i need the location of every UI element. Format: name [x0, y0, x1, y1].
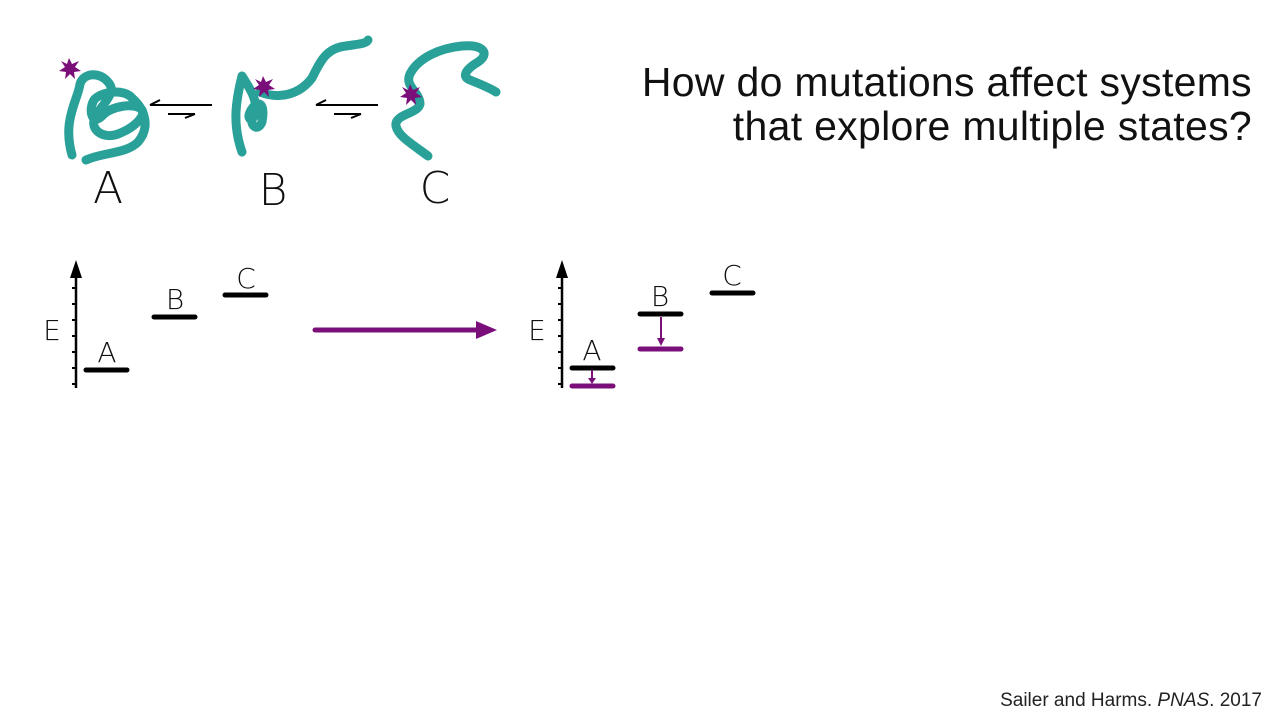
citation-journal: PNAS: [1157, 690, 1210, 711]
mutation-star-b: [253, 76, 275, 97]
energy-axis-label-left: E: [43, 314, 61, 347]
conformation-label-c: C: [420, 163, 451, 214]
energy-diagram-left: E A B C: [43, 260, 269, 388]
mutation-star-a: [59, 58, 81, 79]
citation: Sailer and Harms. PNAS. 2017: [1000, 690, 1262, 712]
protein-c-chain: [391, 41, 501, 161]
conformation-c: [391, 41, 501, 161]
conformation-b: [231, 35, 373, 157]
energy-axis-label-right: E: [528, 314, 546, 347]
energy-level-label-c-left: C: [236, 262, 256, 295]
conformation-a: [59, 58, 150, 165]
protein-b-chain: [231, 35, 373, 157]
mutation-star-c: [400, 84, 422, 105]
shift-arrowhead-a: [588, 378, 596, 384]
energy-axis-arrowhead-left: [70, 260, 82, 278]
energy-level-label-b-left: B: [166, 283, 184, 316]
protein-a-chain: [64, 70, 150, 165]
energy-axis-ticks-left: [72, 287, 76, 385]
mutation-transition-arrow: [312, 321, 497, 339]
conformation-label-a: A: [93, 163, 123, 214]
citation-authors: Sailer and Harms.: [1000, 690, 1153, 711]
equilibrium-arrows-1: [149, 99, 212, 119]
citation-year: . 2017: [1209, 690, 1262, 711]
energy-diagram-right: E A B C: [528, 259, 756, 389]
energy-level-label-c-right: C: [722, 259, 742, 292]
energy-level-label-a-right: A: [582, 334, 601, 367]
title-line-1: How do mutations affect systems: [641, 59, 1252, 105]
energy-level-label-a-left: A: [97, 336, 116, 369]
slide-title: How do mutations affect systems that exp…: [552, 60, 1252, 148]
title-line-2: that explore multiple states?: [732, 103, 1252, 149]
equilibrium-arrows-2: [315, 99, 378, 119]
energy-axis-arrowhead-right: [556, 260, 568, 278]
shift-arrowhead-b: [657, 338, 665, 346]
energy-axis-ticks-right: [558, 287, 562, 385]
energy-level-label-b-right: B: [651, 280, 669, 313]
conformation-label-b: B: [259, 165, 288, 216]
